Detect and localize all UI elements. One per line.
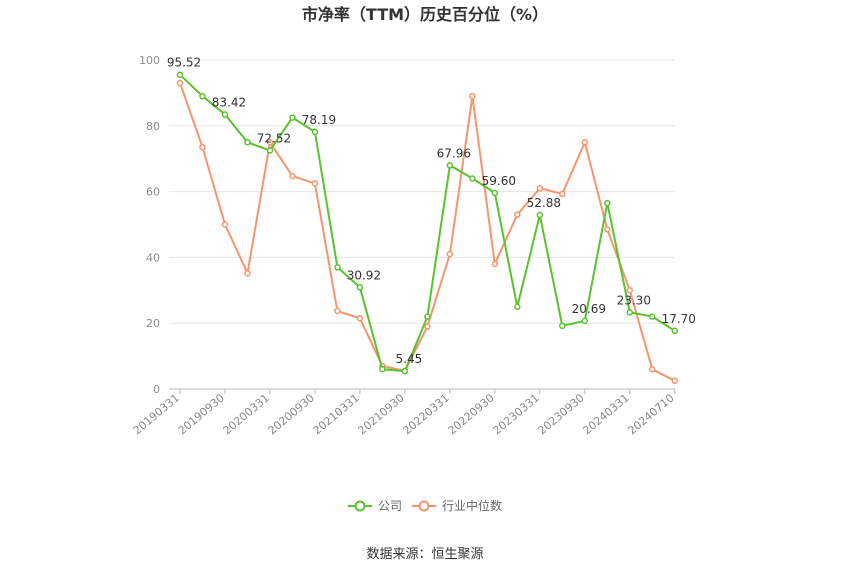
x-tick-label: 20210930 (356, 391, 407, 437)
series-point-0 (199, 92, 206, 100)
series-point-0 (671, 327, 679, 335)
series-point-1 (491, 260, 499, 268)
data-label: 78.19 (302, 113, 336, 127)
series-point-1 (356, 315, 364, 322)
x-tick-label: 20220930 (446, 391, 497, 437)
data-label: 95.52 (167, 56, 201, 70)
series-point-1 (626, 287, 634, 294)
legend-marker-company (354, 500, 366, 512)
legend-item-industry[interactable]: 行业中位数 (412, 498, 502, 513)
legend-label-industry: 行业中位数 (442, 498, 502, 513)
series-point-0 (176, 71, 184, 78)
x-tick-label: 20240331 (580, 391, 631, 437)
series-point-1 (581, 139, 589, 146)
series-point-0 (266, 147, 274, 154)
series-point-0 (649, 313, 656, 320)
x-tick-label: 20190930 (176, 391, 227, 437)
series-point-0 (221, 111, 229, 118)
series-point-1 (221, 221, 229, 228)
series-point-1 (514, 211, 521, 218)
series-line-1 (179, 82, 676, 382)
series-point-1 (199, 143, 206, 151)
x-tick-label: 20210331 (311, 391, 362, 437)
legend[interactable]: 公司 行业中位数 (348, 498, 502, 513)
series-point-0 (424, 313, 431, 320)
x-tick-label: 20200331 (221, 391, 272, 437)
data-label: 17.70 (662, 312, 696, 326)
data-label: 30.92 (347, 268, 381, 282)
series-point-0 (469, 175, 476, 182)
x-tick-label: 20240710 (625, 391, 676, 437)
series-point-0 (491, 189, 499, 197)
series-point-0 (581, 317, 589, 325)
series-point-1 (244, 269, 251, 277)
series-point-1 (424, 323, 431, 330)
data-label: 5.45 (396, 352, 423, 366)
series-point-1 (604, 226, 611, 233)
y-tick-label: 0 (153, 383, 160, 396)
x-tick-label: 20200930 (266, 391, 317, 437)
series-point-1 (289, 172, 296, 180)
series-group (176, 71, 679, 385)
series-point-1 (446, 250, 454, 258)
series-point-1 (266, 139, 274, 146)
x-axis: 2019033120190930202003312020093020210331… (131, 388, 677, 437)
x-tick-label: 20220331 (401, 391, 452, 437)
series-point-1 (311, 180, 319, 187)
series-point-0 (311, 128, 319, 136)
chart-title: 市净率（TTM）历史百分位（%） (302, 5, 548, 24)
source-note: 数据来源：恒生聚源 (366, 547, 483, 562)
grid-lines (169, 59, 675, 324)
data-labels: 95.52 83.42 72.52 78.19 30.92 5.45 67.96 59.60 5… (167, 56, 696, 366)
x-tick-label: 20230331 (490, 391, 541, 437)
series-point-0 (356, 284, 364, 291)
y-tick-label: 80 (146, 120, 160, 133)
series-point-0 (446, 162, 454, 169)
series-point-0 (289, 114, 296, 121)
legend-label-company: 公司 (378, 499, 402, 513)
data-label: 52.88 (527, 196, 561, 210)
y-axis: 0 20 40 60 80 100 (139, 54, 160, 396)
data-label: 67.96 (437, 146, 471, 160)
y-tick-label: 100 (139, 54, 160, 67)
data-label: 72.52 (257, 131, 291, 145)
data-label: 59.60 (482, 174, 516, 188)
series-point-1 (671, 377, 679, 385)
series-point-1 (536, 185, 544, 192)
series-point-0 (334, 264, 341, 271)
x-tick-label: 20230930 (535, 391, 586, 437)
legend-marker-industry (418, 500, 430, 512)
series-point-1 (334, 307, 341, 315)
series-point-0 (604, 199, 611, 207)
series-point-1 (469, 92, 476, 100)
series-point-0 (401, 367, 409, 375)
y-tick-label: 60 (146, 186, 160, 199)
series-point-1 (649, 366, 656, 373)
data-label: 23.30 (617, 293, 651, 307)
y-tick-label: 40 (146, 251, 160, 264)
series-point-0 (559, 322, 566, 330)
series-point-0 (244, 139, 251, 146)
series-point-0 (536, 211, 544, 219)
series-point-1 (559, 190, 566, 198)
series-point-0 (379, 366, 386, 373)
data-label: 83.42 (212, 96, 246, 110)
y-tick-label: 20 (146, 317, 160, 330)
series-point-0 (514, 303, 521, 310)
x-tick-label: 20190331 (131, 391, 182, 437)
series-point-0 (626, 309, 634, 316)
data-label: 20.69 (572, 302, 606, 316)
legend-item-company[interactable]: 公司 (348, 499, 402, 513)
series-point-1 (176, 79, 184, 87)
